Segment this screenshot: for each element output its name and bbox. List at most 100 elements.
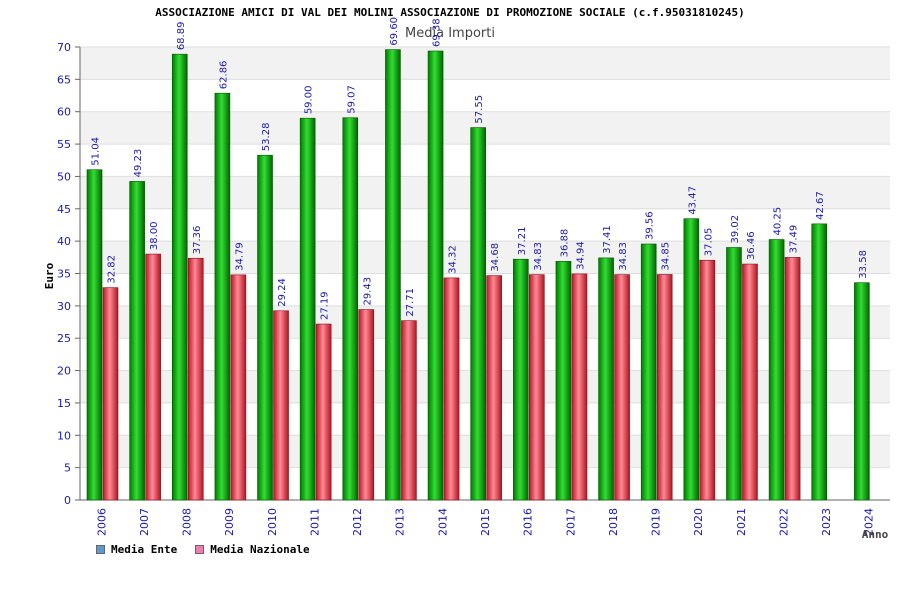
y-axis-label: Euro bbox=[43, 262, 56, 289]
data-label: 37.21 bbox=[517, 227, 528, 256]
y-tick-label: 35 bbox=[57, 268, 71, 281]
y-tick-label: 25 bbox=[57, 332, 71, 345]
bar-media-nazionale bbox=[443, 277, 460, 501]
data-label: 37.05 bbox=[703, 228, 714, 257]
data-label: 40.25 bbox=[773, 207, 784, 236]
data-label: 51.04 bbox=[91, 137, 102, 166]
x-tick-label: 2024 bbox=[863, 508, 876, 536]
x-tick-label: 2021 bbox=[735, 508, 748, 536]
x-axis-label: Anno bbox=[862, 528, 889, 541]
data-label: 69.38 bbox=[432, 18, 443, 47]
bar-media-nazionale bbox=[529, 274, 545, 501]
data-label: 43.47 bbox=[687, 186, 698, 215]
bar-media-nazionale bbox=[315, 323, 332, 501]
data-label: 34.85 bbox=[661, 242, 672, 271]
data-label: 37.49 bbox=[789, 225, 800, 254]
bar-media-nazionale bbox=[571, 273, 588, 501]
y-tick-label: 5 bbox=[64, 462, 71, 475]
y-tick-label: 40 bbox=[57, 235, 71, 248]
x-tick-label: 2010 bbox=[266, 508, 279, 536]
x-tick-label: 2023 bbox=[820, 508, 833, 536]
bar-media-ente bbox=[854, 282, 870, 501]
data-label: 33.58 bbox=[858, 250, 869, 279]
data-label: 68.89 bbox=[176, 22, 187, 51]
data-label: 27.71 bbox=[405, 288, 416, 317]
bar-media-ente bbox=[470, 127, 486, 501]
legend: Media Ente Media Nazionale bbox=[96, 543, 310, 556]
x-tick-label: 2006 bbox=[95, 508, 108, 536]
legend-label: Media Ente bbox=[111, 543, 178, 556]
bar-media-ente bbox=[385, 49, 401, 501]
bar-media-ente bbox=[726, 247, 742, 501]
y-tick-label: 15 bbox=[57, 397, 71, 410]
data-label: 53.28 bbox=[261, 123, 272, 152]
y-tick-label: 60 bbox=[57, 106, 71, 119]
data-label: 36.46 bbox=[746, 231, 757, 260]
y-tick-label: 30 bbox=[57, 300, 71, 313]
bar-media-nazionale bbox=[614, 274, 630, 501]
bar-media-ente bbox=[427, 50, 444, 501]
legend-item-media-ente: Media Ente bbox=[96, 543, 177, 556]
data-label: 39.56 bbox=[645, 211, 656, 240]
bar-media-ente bbox=[683, 218, 700, 501]
x-tick-label: 2009 bbox=[223, 508, 236, 536]
x-tick-label: 2022 bbox=[777, 508, 790, 536]
data-label: 34.32 bbox=[448, 245, 459, 274]
bar-media-nazionale bbox=[486, 275, 502, 501]
data-label: 34.83 bbox=[533, 242, 544, 271]
x-tick-label: 2007 bbox=[138, 508, 151, 536]
grid-band bbox=[80, 47, 890, 80]
bar-media-nazionale bbox=[145, 253, 161, 501]
x-tick-label: 2018 bbox=[607, 508, 620, 536]
bar-media-nazionale bbox=[273, 310, 289, 501]
data-label: 42.67 bbox=[815, 191, 826, 220]
data-label: 62.86 bbox=[218, 61, 229, 90]
data-label: 38.00 bbox=[149, 221, 160, 250]
bar-media-ente bbox=[598, 257, 614, 501]
data-labels: 51.04 32.82 49.23 38.00 68.89 37.36 62.86 34.79… bbox=[91, 17, 869, 320]
bar-media-nazionale bbox=[699, 259, 716, 501]
legend-swatch bbox=[195, 545, 205, 554]
x-tick-label: 2016 bbox=[522, 508, 535, 536]
x-tick-label: 2017 bbox=[564, 508, 577, 536]
data-label: 37.36 bbox=[192, 226, 203, 255]
data-label: 34.83 bbox=[618, 242, 629, 271]
bars bbox=[86, 49, 870, 501]
bar-media-ente bbox=[768, 239, 785, 501]
bar-media-ente bbox=[342, 117, 359, 501]
data-label: 57.55 bbox=[474, 95, 485, 124]
bar-media-nazionale bbox=[102, 287, 119, 501]
legend-item-media-nazionale: Media Nazionale bbox=[195, 543, 310, 556]
y-tick-label: 10 bbox=[57, 429, 71, 442]
data-label: 37.41 bbox=[602, 225, 613, 254]
data-label: 36.88 bbox=[559, 229, 570, 258]
bar-media-ente bbox=[299, 117, 316, 501]
bar-media-ente bbox=[555, 261, 572, 501]
x-tick-label: 2015 bbox=[479, 508, 492, 536]
bar-media-nazionale bbox=[358, 309, 375, 501]
chart-subtitle: Media Importi bbox=[405, 26, 495, 41]
bar-media-nazionale bbox=[187, 257, 204, 501]
legend-label: Media Nazionale bbox=[210, 543, 310, 556]
y-tick-label: 50 bbox=[57, 170, 71, 183]
data-label: 27.19 bbox=[320, 291, 331, 320]
data-label: 34.94 bbox=[575, 241, 586, 270]
bar-media-nazionale bbox=[230, 274, 247, 501]
bar-media-ente bbox=[640, 243, 657, 501]
y-tick-label: 55 bbox=[57, 138, 71, 151]
data-label: 59.00 bbox=[304, 86, 315, 115]
bar-media-ente bbox=[811, 223, 828, 501]
data-label: 34.79 bbox=[234, 242, 245, 271]
bar-media-ente bbox=[86, 169, 103, 501]
x-tick-label: 2011 bbox=[308, 508, 321, 536]
bar-media-ente bbox=[257, 154, 273, 501]
x-tick-label: 2014 bbox=[436, 508, 449, 536]
x-tick-label: 2020 bbox=[692, 508, 705, 536]
y-tick-label: 0 bbox=[64, 494, 71, 507]
data-label: 29.43 bbox=[362, 277, 373, 306]
bar-media-nazionale bbox=[742, 263, 758, 501]
bar-media-nazionale bbox=[401, 320, 417, 501]
bar-media-nazionale bbox=[784, 257, 801, 501]
bar-media-nazionale bbox=[656, 274, 673, 501]
x-tick-label: 2019 bbox=[650, 508, 663, 536]
